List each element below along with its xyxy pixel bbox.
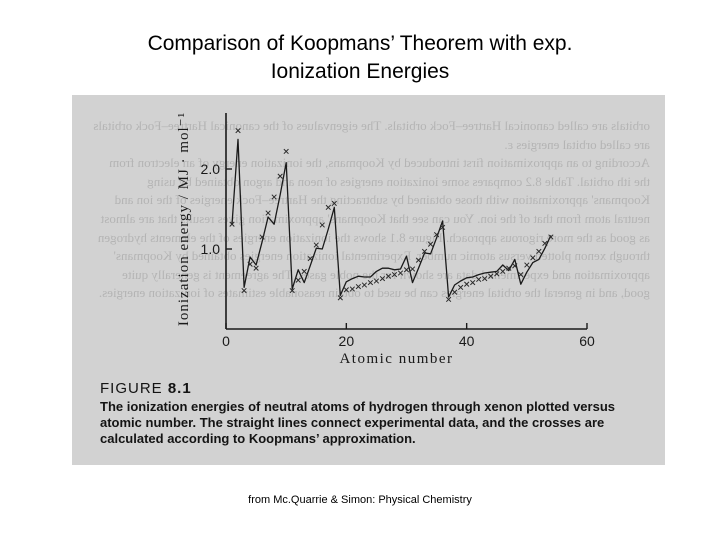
koopmans-cross-point <box>349 286 356 292</box>
source-credit: from Mc.Quarrie & Simon: Physical Chemis… <box>248 494 472 506</box>
koopmans-cross-point <box>403 267 410 273</box>
koopmans-cross-point <box>313 242 319 248</box>
koopmans-cross-point <box>307 255 313 262</box>
slide-title: Comparison of Koopmans’ Theorem with exp… <box>60 30 660 86</box>
koopmans-cross-point <box>391 271 398 278</box>
y-axis-label: Ionization energy / MJ · mol⁻¹ <box>176 112 192 326</box>
koopmans-cross-point <box>439 224 446 231</box>
koopmans-cross-point <box>241 287 247 294</box>
koopmans-cross-point <box>476 276 482 283</box>
koopmans-cross-point <box>343 287 349 293</box>
koopmans-cross-point <box>373 278 380 284</box>
x-tick-label: 0 <box>222 333 230 349</box>
koopmans-cross-point <box>518 271 524 278</box>
koopmans-cross-point <box>409 266 416 272</box>
koopmans-cross-point <box>283 148 289 155</box>
koopmans-cross-point <box>337 295 343 301</box>
koopmans-cross-point <box>277 173 283 179</box>
koopmans-cross-point <box>397 270 404 276</box>
figure-caption-block: FIGURE 8.1 The ionization energies of ne… <box>100 380 660 447</box>
koopmans-cross-point <box>229 221 235 227</box>
koopmans-cross-point <box>500 268 506 275</box>
koopmans-cross-point <box>415 257 422 263</box>
y-tick-label: 2.0 <box>201 161 221 177</box>
koopmans-cross-point <box>445 296 452 303</box>
koopmans-cross-point <box>301 268 307 275</box>
koopmans-cross-point <box>536 248 542 255</box>
ionization-energy-chart: 0 20 40 60 1.0 2.0 Atomic number Ionization ene… <box>176 112 595 367</box>
koopmans-cross-point <box>259 234 265 240</box>
koopmans-cross-point <box>253 265 259 271</box>
koopmans-cross-point <box>247 261 253 267</box>
koopmans-cross-point <box>421 248 428 255</box>
koopmans-cross-point <box>506 265 512 271</box>
koopmans-cross-point <box>494 271 500 277</box>
x-tick-label: 60 <box>579 333 595 349</box>
koopmans-cross-point <box>464 281 470 287</box>
koopmans-cross-point <box>427 241 434 247</box>
koopmans-cross-point <box>265 210 271 216</box>
koopmans-cross-point <box>530 255 536 261</box>
koopmans-cross-point <box>379 275 386 282</box>
koopmans-cross-point <box>235 127 241 134</box>
figure-number: 8.1 <box>167 380 192 397</box>
koopmans-cross-point <box>451 289 458 295</box>
koopmans-cross-point <box>542 240 548 247</box>
x-axis-label: Atomic number <box>339 351 453 367</box>
koopmans-cross-point <box>385 273 392 279</box>
scanned-figure: orbitals are called canonical Hartree–Fo… <box>72 95 665 465</box>
koopmans-cross-point <box>470 279 476 286</box>
figure-label: FIGURE 8.1 <box>100 380 660 397</box>
koopmans-cross-point <box>271 194 277 200</box>
koopmans-cross-point <box>548 234 554 240</box>
x-tick-label: 20 <box>339 333 355 349</box>
koopmans-cross-point <box>457 284 464 291</box>
koopmans-cross-point <box>289 287 295 294</box>
koopmans-cross-point <box>361 282 368 288</box>
koopmans-cross-point <box>355 283 362 290</box>
koopmans-cross-point <box>524 262 530 268</box>
koopmans-cross-point <box>512 263 518 269</box>
koopmans-cross-point <box>488 273 494 279</box>
experimental-series-line <box>231 138 552 298</box>
figure-label-prefix: FIGURE <box>100 380 168 397</box>
koopmans-cross-point <box>367 279 374 286</box>
y-tick-label: 1.0 <box>201 241 221 257</box>
figure-caption: The ionization energies of neutral atoms… <box>100 399 615 446</box>
koopmans-cross-point <box>331 200 337 207</box>
koopmans-cross-point <box>325 204 331 211</box>
koopmans-cross-point <box>295 277 301 283</box>
koopmans-cross-point <box>319 222 325 228</box>
slide-title-line-2: Ionization Energies <box>270 60 450 83</box>
koopmans-cross-point <box>482 275 488 282</box>
x-tick-label: 40 <box>459 333 475 349</box>
koopmans-cross-point <box>433 231 440 238</box>
slide-title-line-1: Comparison of Koopmans’ Theorem with exp… <box>147 32 573 55</box>
